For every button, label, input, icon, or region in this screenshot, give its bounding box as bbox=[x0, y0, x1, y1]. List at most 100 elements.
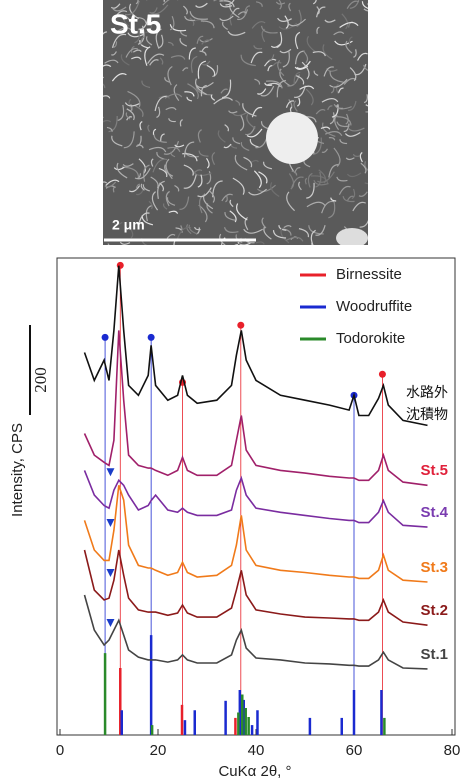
sem-texture bbox=[145, 36, 153, 46]
sem-texture bbox=[199, 50, 207, 56]
sem-texture bbox=[364, 182, 368, 185]
sem-texture bbox=[113, 221, 123, 225]
sem-texture bbox=[147, 53, 165, 64]
sem-texture bbox=[197, 129, 202, 143]
sem-texture bbox=[163, 141, 180, 155]
sem-texture bbox=[111, 135, 123, 147]
sem-texture bbox=[312, 137, 322, 155]
trace-label: 沈積物 bbox=[406, 406, 448, 422]
sem-texture bbox=[127, 90, 141, 108]
sem-texture bbox=[260, 25, 278, 34]
sem-texture bbox=[174, 144, 185, 148]
sem-texture bbox=[200, 84, 207, 97]
sem-texture bbox=[229, 2, 240, 19]
trace-label: St.4 bbox=[420, 504, 448, 521]
sem-texture bbox=[236, 203, 248, 221]
sem-texture bbox=[123, 131, 135, 149]
sem-texture bbox=[131, 56, 142, 60]
sem-texture bbox=[327, 105, 333, 111]
sem-texture bbox=[221, 193, 233, 202]
trace-label: St.3 bbox=[420, 559, 448, 576]
sem-texture bbox=[126, 116, 133, 121]
sem-texture bbox=[278, 0, 282, 10]
sem-texture bbox=[344, 132, 361, 137]
sem-texture bbox=[345, 157, 355, 161]
sem-texture bbox=[104, 59, 119, 64]
sem-texture bbox=[219, 3, 233, 8]
sem-texture bbox=[188, 224, 198, 235]
sem-texture bbox=[124, 15, 134, 33]
sem-texture bbox=[116, 162, 128, 179]
sem-texture bbox=[154, 95, 168, 112]
sem-texture bbox=[186, 96, 193, 102]
sem-texture bbox=[138, 158, 147, 174]
sem-texture bbox=[287, 18, 306, 27]
sem-texture bbox=[165, 190, 170, 207]
legend-label: Todorokite bbox=[336, 330, 405, 347]
sem-texture bbox=[268, 54, 275, 61]
sem-texture bbox=[272, 230, 287, 239]
trace-label: St.1 bbox=[420, 646, 448, 663]
sem-texture bbox=[184, 15, 196, 22]
sem-texture bbox=[150, 158, 154, 167]
sem-texture bbox=[282, 228, 292, 236]
sem-texture bbox=[103, 116, 104, 119]
sem-texture bbox=[347, 100, 357, 111]
sem-texture bbox=[249, 138, 259, 148]
sem-texture bbox=[221, 242, 223, 245]
sem-texture bbox=[200, 20, 215, 29]
sem-texture bbox=[111, 51, 117, 56]
sem-texture bbox=[361, 1, 368, 9]
triangle-marker bbox=[106, 519, 115, 528]
sem-texture bbox=[198, 150, 209, 157]
sem-texture bbox=[153, 134, 167, 143]
sem-texture bbox=[333, 103, 352, 110]
sem-texture bbox=[163, 0, 165, 2]
sem-texture bbox=[121, 166, 140, 178]
sem-texture bbox=[195, 78, 207, 96]
sem-texture bbox=[152, 128, 157, 136]
sem-texture bbox=[112, 185, 116, 193]
sem-texture bbox=[159, 182, 164, 192]
sem-texture bbox=[278, 225, 287, 231]
sem-texture bbox=[139, 39, 149, 49]
sem-texture bbox=[183, 5, 188, 15]
sem-texture bbox=[119, 241, 131, 245]
sem-texture bbox=[122, 163, 134, 167]
sem-texture bbox=[352, 201, 367, 212]
sem-texture bbox=[251, 21, 266, 29]
sem-texture bbox=[155, 28, 162, 49]
sem-texture bbox=[250, 51, 263, 64]
sem-texture bbox=[232, 177, 245, 195]
sem-texture bbox=[134, 167, 151, 180]
sem-texture bbox=[299, 85, 315, 90]
trace bbox=[83, 549, 428, 626]
sem-texture bbox=[169, 15, 175, 31]
sem-texture bbox=[305, 88, 314, 106]
sem-texture bbox=[277, 60, 285, 77]
sem-texture bbox=[173, 84, 180, 102]
sem-texture bbox=[116, 27, 132, 33]
sem-texture bbox=[197, 60, 207, 79]
sem-texture bbox=[298, 228, 310, 238]
x-tick-label: 20 bbox=[150, 742, 167, 759]
sem-texture bbox=[321, 148, 329, 153]
scale-bar-label: 200 bbox=[31, 367, 50, 393]
sem-texture bbox=[189, 11, 208, 20]
sem-texture bbox=[234, 154, 248, 171]
sem-texture bbox=[237, 11, 247, 16]
sem-texture bbox=[142, 184, 151, 192]
sem-texture bbox=[149, 4, 169, 15]
sem-texture bbox=[320, 126, 331, 130]
sem-texture bbox=[138, 212, 150, 225]
sem-texture bbox=[103, 95, 111, 99]
sem-texture bbox=[229, 199, 234, 208]
sem-texture bbox=[315, 225, 326, 236]
trace bbox=[83, 470, 428, 528]
sem-texture bbox=[288, 2, 292, 12]
sem-texture bbox=[129, 228, 134, 239]
sem-texture bbox=[329, 78, 348, 88]
reference-marker bbox=[237, 321, 245, 329]
sem-texture bbox=[306, 201, 326, 208]
